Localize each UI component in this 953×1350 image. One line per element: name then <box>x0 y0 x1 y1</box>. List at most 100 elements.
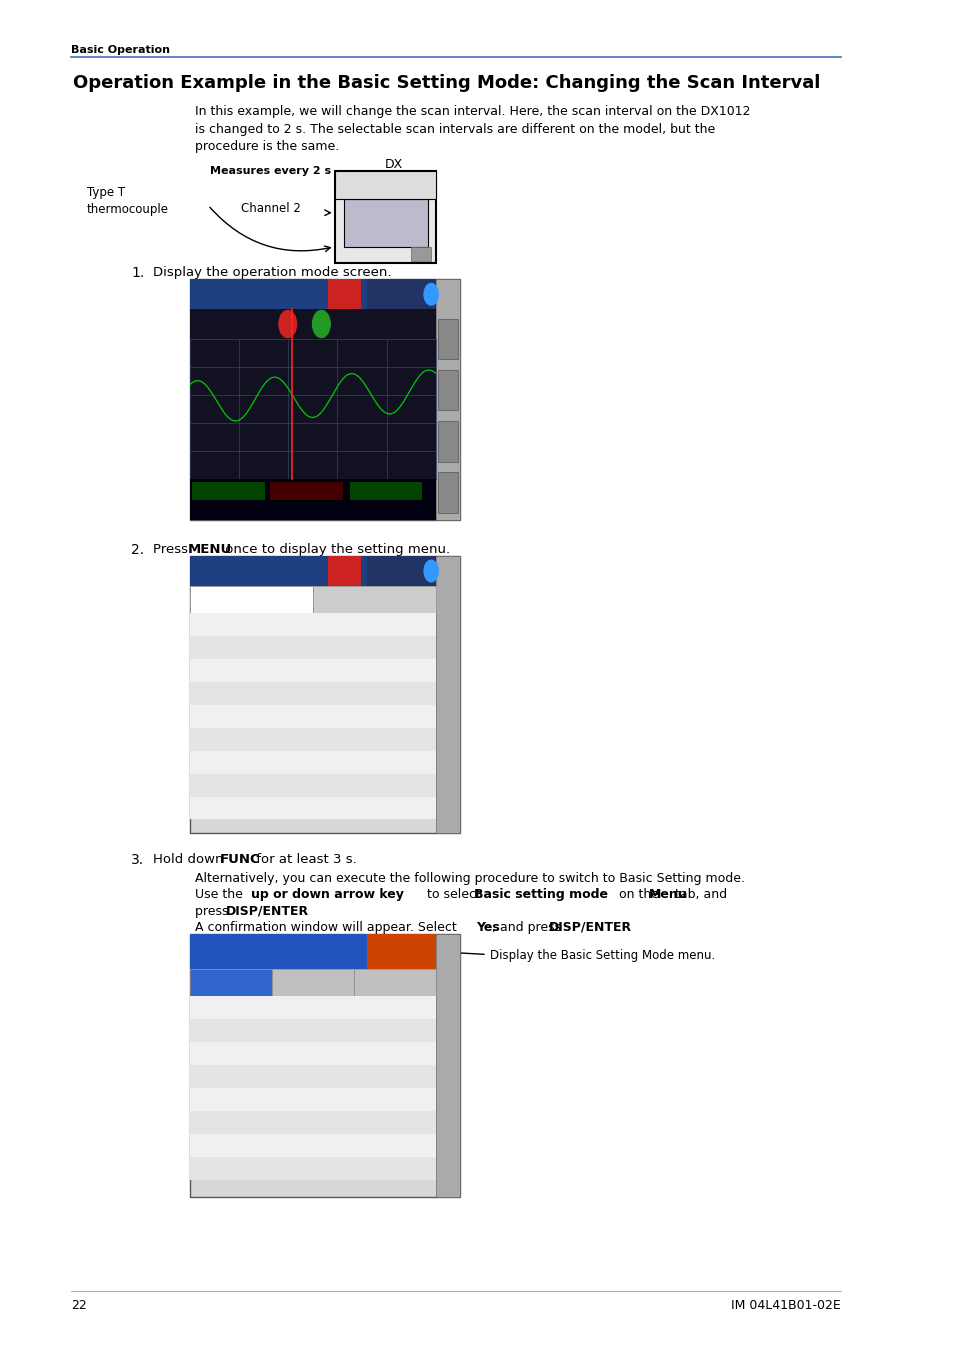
Bar <box>367 934 436 969</box>
Bar <box>335 171 436 198</box>
Text: Basic Setting Mode: Basic Setting Mode <box>213 944 313 953</box>
Text: Display: Display <box>199 686 230 695</box>
Bar <box>272 969 354 996</box>
Bar <box>437 319 457 359</box>
Text: procedure is the same.: procedure is the same. <box>194 140 338 154</box>
Text: 2005/12/01  10:25:00: 2005/12/01 10:25:00 <box>193 296 270 301</box>
Bar <box>191 682 436 705</box>
Text: 2: 2 <box>317 316 323 325</box>
Text: ▶: ▶ <box>417 709 423 714</box>
Text: Display the Basic Setting Mode menu.: Display the Basic Setting Mode menu. <box>489 949 714 963</box>
Bar <box>335 171 436 263</box>
Text: DX: DX <box>385 158 403 171</box>
Bar <box>191 1134 436 1157</box>
Bar <box>191 1111 436 1134</box>
Text: DISP/ENTER: DISP/ENTER <box>548 921 632 934</box>
Text: once to display the setting menu.: once to display the setting menu. <box>221 543 450 556</box>
Text: 2.: 2. <box>131 543 144 556</box>
Text: REC: REC <box>331 286 344 292</box>
Text: MENU: MENU <box>188 543 232 556</box>
Text: File: File <box>348 591 363 601</box>
Text: Display the operation mode screen.: Display the operation mode screen. <box>153 266 392 279</box>
Text: Alternatively, you can execute the following procedure to switch to Basic Settin: Alternatively, you can execute the follo… <box>194 872 744 886</box>
Text: on the: on the <box>615 888 662 902</box>
Text: Time settings: Time settings <box>199 1092 255 1102</box>
Bar <box>191 556 436 586</box>
Text: ▶: ▶ <box>417 801 423 806</box>
Text: , and press: , and press <box>492 921 565 934</box>
Bar <box>436 556 460 833</box>
Bar <box>270 482 342 500</box>
Text: 2s [m/div]: 2s [m/div] <box>367 320 395 325</box>
Text: GROUP 1: GROUP 1 <box>193 284 225 289</box>
Bar <box>191 279 436 309</box>
Bar <box>191 556 460 833</box>
Text: Hold down: Hold down <box>153 853 228 867</box>
Text: DISP   1hour: DISP 1hour <box>370 285 404 290</box>
Text: Yes: Yes <box>476 921 499 934</box>
Text: Timer. Event action: Timer. Event action <box>199 755 280 764</box>
Text: Basic setting mode: Basic setting mode <box>474 888 607 902</box>
Text: 10:25: 10:25 <box>192 409 208 414</box>
Text: Menu customize: Menu customize <box>199 801 268 810</box>
Text: Menu: Menu <box>206 591 231 601</box>
Text: Basic Operation: Basic Operation <box>71 45 170 54</box>
Text: Environment: Environment <box>193 975 238 980</box>
Text: Math channel: Math channel <box>199 663 256 672</box>
Bar <box>191 996 436 1019</box>
Bar <box>191 659 436 682</box>
Bar <box>191 613 436 636</box>
Text: for at least 3 s.: for at least 3 s. <box>252 853 356 867</box>
Text: Status relay: Status relay <box>199 1138 250 1148</box>
Bar <box>191 705 436 728</box>
Text: 0.000V: 0.000V <box>272 502 294 508</box>
Text: Menu: Menu <box>275 975 294 980</box>
Text: ▶: ▶ <box>417 1069 423 1075</box>
Bar <box>191 1157 436 1180</box>
Bar <box>192 482 264 500</box>
Text: 269.8°C: 269.8°C <box>272 485 296 490</box>
Bar <box>354 969 436 996</box>
Bar <box>327 279 361 309</box>
Bar <box>191 309 436 339</box>
Bar <box>327 556 361 586</box>
Bar <box>367 279 436 309</box>
Text: Channel 2: Channel 2 <box>240 202 300 216</box>
Bar <box>191 479 436 520</box>
Bar <box>436 934 460 1197</box>
Text: End: End <box>199 1161 215 1170</box>
Text: 1.: 1. <box>131 266 144 279</box>
Text: .: . <box>614 921 618 934</box>
Bar <box>191 586 313 613</box>
Bar <box>191 751 436 774</box>
Text: REC: REC <box>331 563 344 568</box>
Bar <box>191 309 436 479</box>
Text: Report: Report <box>199 1069 227 1079</box>
Text: ▶: ▶ <box>417 640 423 645</box>
Bar <box>436 279 460 520</box>
Text: GROUP 1: GROUP 1 <box>193 560 225 566</box>
Bar <box>411 247 431 261</box>
Bar <box>191 934 367 969</box>
Text: 0.000V: 0.000V <box>351 502 373 508</box>
Text: tab, and: tab, and <box>670 888 726 902</box>
Text: Burnout, RJC: Burnout, RJC <box>199 1046 253 1056</box>
Bar <box>191 279 460 520</box>
Bar <box>437 370 457 410</box>
Bar <box>191 796 436 819</box>
Bar <box>191 1042 436 1065</box>
Text: DISP   1hour: DISP 1hour <box>370 562 404 567</box>
Text: 2008/12/01 10:33:17: 2008/12/01 10:33:17 <box>193 572 268 578</box>
Text: Menu: Menu <box>648 888 687 902</box>
Text: 10:25: 10:25 <box>192 346 208 351</box>
Text: 0.000V: 0.000V <box>193 485 215 490</box>
Bar <box>191 728 436 751</box>
Bar <box>313 586 436 613</box>
Text: ▶: ▶ <box>417 755 423 760</box>
Text: 3.: 3. <box>131 853 144 867</box>
Circle shape <box>424 560 437 582</box>
Text: A/D, Memory: A/D, Memory <box>199 1023 253 1033</box>
Text: Data save: Data save <box>199 778 241 787</box>
Text: ▶: ▶ <box>417 663 423 668</box>
Text: ▶: ▶ <box>417 1115 423 1120</box>
